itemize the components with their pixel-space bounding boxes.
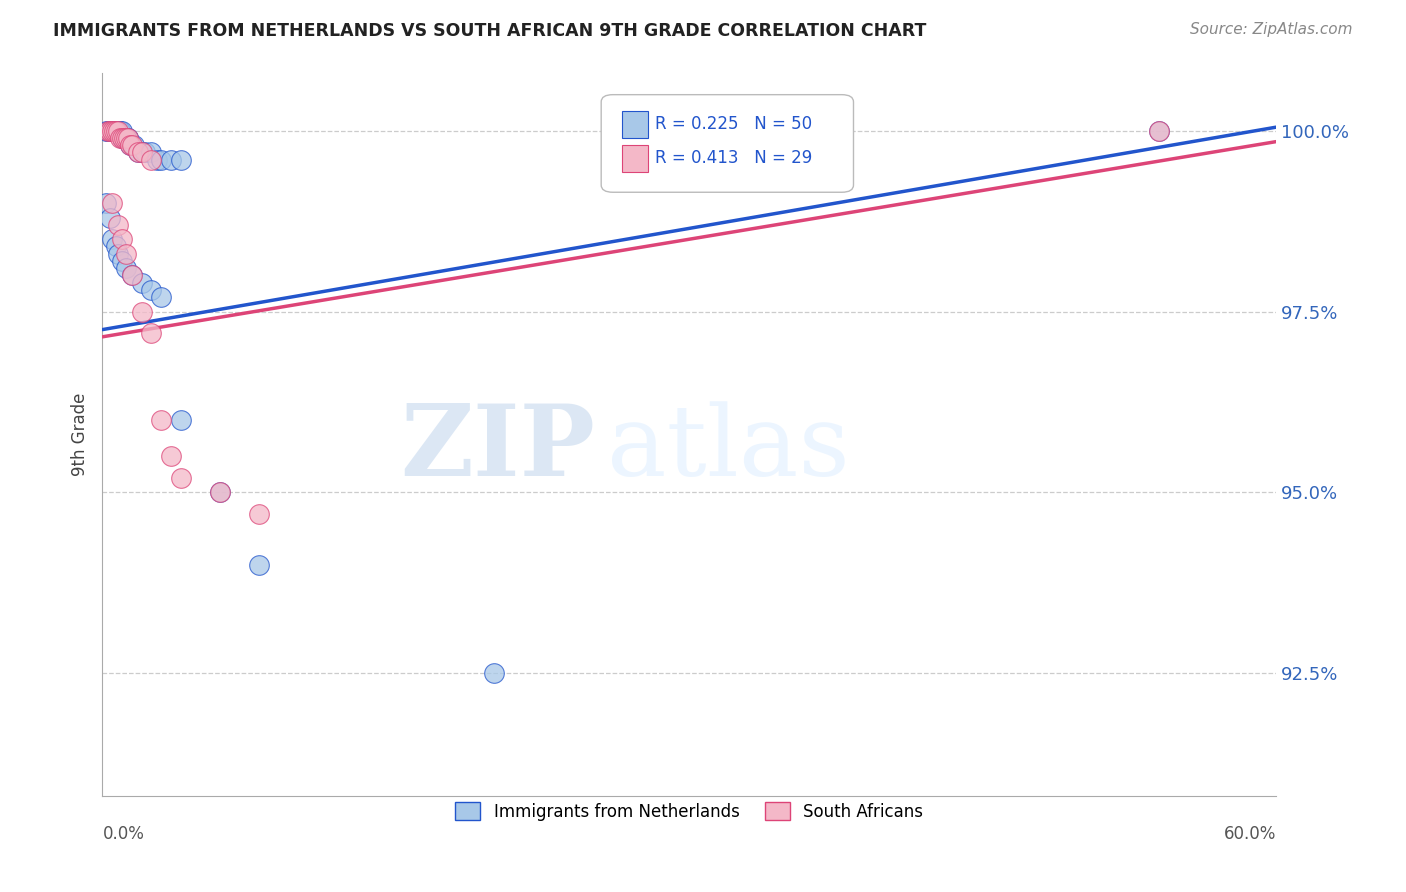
Point bbox=[121, 268, 143, 283]
Point bbox=[105, 124, 128, 138]
Point bbox=[97, 124, 120, 138]
Point bbox=[122, 138, 145, 153]
Point bbox=[115, 131, 138, 145]
Point bbox=[105, 124, 128, 138]
Point bbox=[103, 124, 125, 138]
Legend: Immigrants from Netherlands, South Africans: Immigrants from Netherlands, South Afric… bbox=[449, 796, 929, 827]
Point bbox=[247, 558, 270, 572]
Point bbox=[111, 232, 134, 246]
Point bbox=[107, 218, 129, 232]
Point bbox=[105, 239, 128, 253]
Point bbox=[111, 131, 134, 145]
Point bbox=[1147, 124, 1170, 138]
Point bbox=[111, 124, 134, 138]
Point bbox=[115, 261, 138, 276]
Point bbox=[146, 153, 169, 167]
Point bbox=[108, 124, 131, 138]
Point bbox=[101, 124, 124, 138]
Point bbox=[103, 124, 125, 138]
Point bbox=[118, 138, 141, 153]
Point bbox=[115, 246, 138, 260]
Point bbox=[108, 124, 131, 138]
Point bbox=[131, 276, 153, 290]
Point bbox=[127, 145, 149, 160]
Point bbox=[107, 124, 129, 138]
Point bbox=[111, 254, 134, 268]
Point bbox=[112, 131, 135, 145]
Point bbox=[169, 471, 191, 485]
Point bbox=[115, 131, 138, 145]
Point bbox=[101, 124, 124, 138]
Text: Source: ZipAtlas.com: Source: ZipAtlas.com bbox=[1189, 22, 1353, 37]
Point bbox=[131, 145, 153, 160]
Point bbox=[1147, 124, 1170, 138]
Point bbox=[96, 196, 118, 211]
Point bbox=[117, 131, 139, 145]
Text: IMMIGRANTS FROM NETHERLANDS VS SOUTH AFRICAN 9TH GRADE CORRELATION CHART: IMMIGRANTS FROM NETHERLANDS VS SOUTH AFR… bbox=[53, 22, 927, 40]
FancyBboxPatch shape bbox=[623, 111, 648, 138]
Point bbox=[169, 413, 191, 427]
Point bbox=[160, 153, 183, 167]
Point bbox=[121, 268, 143, 283]
Point bbox=[107, 124, 129, 138]
Point bbox=[150, 413, 173, 427]
Point bbox=[107, 124, 129, 138]
Point bbox=[121, 138, 143, 153]
Point bbox=[118, 138, 141, 153]
Point bbox=[98, 211, 121, 225]
Text: 0.0%: 0.0% bbox=[103, 825, 145, 843]
Point bbox=[96, 124, 118, 138]
FancyBboxPatch shape bbox=[623, 145, 648, 172]
Point bbox=[98, 124, 121, 138]
Point bbox=[117, 131, 139, 145]
Point bbox=[112, 131, 135, 145]
Y-axis label: 9th Grade: 9th Grade bbox=[72, 392, 89, 476]
Point bbox=[101, 124, 124, 138]
Text: R = 0.225   N = 50: R = 0.225 N = 50 bbox=[655, 115, 813, 133]
Point bbox=[121, 138, 143, 153]
Point bbox=[105, 124, 128, 138]
Point bbox=[127, 145, 149, 160]
Point bbox=[141, 283, 163, 297]
Point bbox=[131, 145, 153, 160]
Point bbox=[101, 232, 124, 246]
Point bbox=[121, 138, 143, 153]
Point bbox=[111, 131, 134, 145]
Point bbox=[115, 131, 138, 145]
Point bbox=[150, 153, 173, 167]
Point bbox=[98, 124, 121, 138]
Point bbox=[134, 145, 156, 160]
Point bbox=[101, 196, 124, 211]
Text: atlas: atlas bbox=[607, 401, 849, 497]
Point bbox=[150, 290, 173, 304]
Point bbox=[141, 153, 163, 167]
FancyBboxPatch shape bbox=[602, 95, 853, 193]
Point bbox=[97, 124, 120, 138]
Point bbox=[169, 153, 191, 167]
Text: 60.0%: 60.0% bbox=[1223, 825, 1277, 843]
Point bbox=[160, 449, 183, 463]
Point bbox=[208, 485, 231, 500]
Point bbox=[117, 131, 139, 145]
Point bbox=[141, 326, 163, 341]
Point bbox=[111, 131, 134, 145]
Point bbox=[131, 304, 153, 318]
Point bbox=[107, 246, 129, 260]
Point bbox=[103, 124, 125, 138]
Point bbox=[482, 665, 505, 680]
Point bbox=[141, 145, 163, 160]
Point bbox=[108, 131, 131, 145]
Point bbox=[208, 485, 231, 500]
Text: ZIP: ZIP bbox=[401, 401, 595, 498]
Point bbox=[247, 507, 270, 521]
Text: R = 0.413   N = 29: R = 0.413 N = 29 bbox=[655, 149, 813, 168]
Point bbox=[112, 131, 135, 145]
